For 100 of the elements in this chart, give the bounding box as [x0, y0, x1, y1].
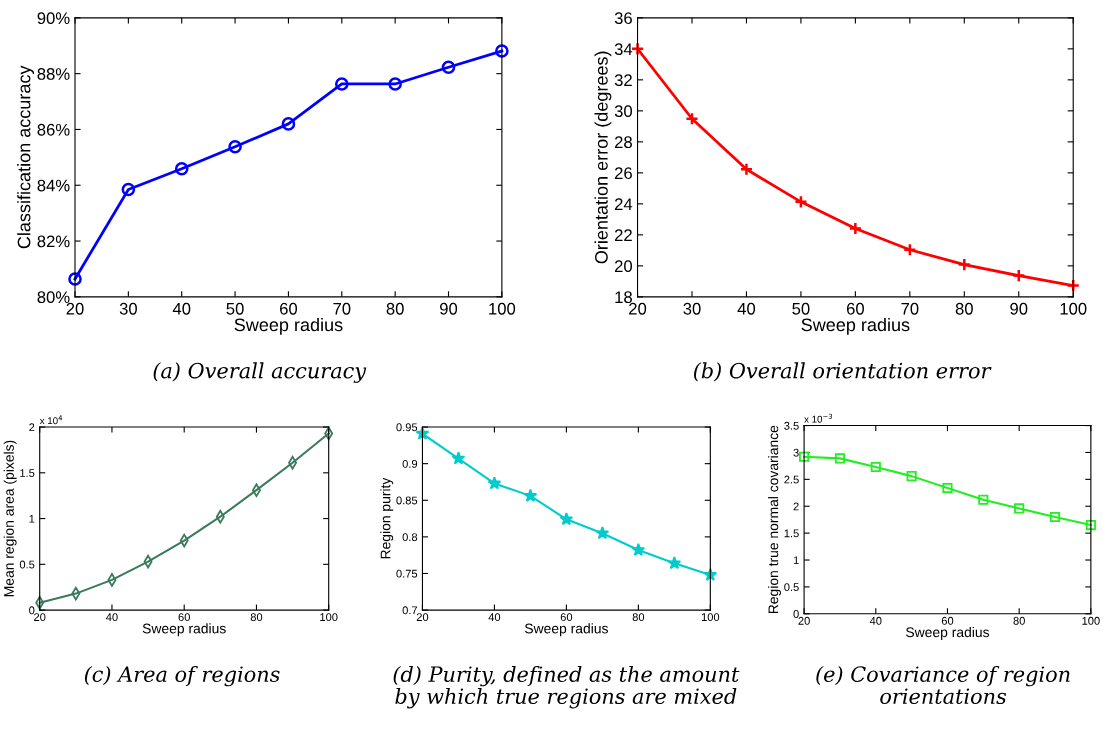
- text: (a) Overall accuracy: [153, 362, 367, 383]
- x-tick-label: 90: [440, 302, 458, 315]
- x-tick-label: 60: [280, 302, 298, 315]
- x-tick-label: 80: [386, 302, 404, 315]
- x-tick-label: 40: [737, 302, 756, 315]
- x-tick-label: 30: [683, 302, 701, 315]
- point: [228, 139, 242, 154]
- point: [685, 111, 699, 126]
- x-tick-label: 90: [1010, 302, 1028, 315]
- point: [487, 476, 502, 490]
- point: [631, 542, 646, 557]
- text: (d) Purity, defined as the amount by which true regions are mixed: [393, 665, 740, 709]
- y-tick-label: 2.5: [784, 475, 799, 484]
- point: [1085, 519, 1096, 531]
- y-tick-label: 34: [614, 43, 633, 56]
- y-tick-label: 22: [614, 229, 632, 241]
- y-tick-label: 32: [614, 74, 632, 87]
- y-tick-label: 1.5: [20, 469, 35, 477]
- y-tick-label: 0: [793, 610, 799, 618]
- y-tick-label: 0.9: [402, 459, 418, 468]
- x-tick-label: 30: [119, 302, 137, 315]
- point: [107, 573, 117, 587]
- x-tick-label: 70: [333, 302, 351, 315]
- point: [595, 526, 610, 540]
- x-axis-title: Sweep radius: [142, 623, 226, 637]
- point: [388, 77, 402, 91]
- y-tick-label: 0.5: [784, 583, 799, 592]
- y-tick-label: 80%: [37, 291, 70, 304]
- point: [667, 556, 682, 570]
- point: [703, 567, 718, 581]
- point: [799, 451, 810, 462]
- point: [739, 162, 754, 177]
- x-tick-label: 80: [250, 613, 263, 622]
- y-tick-label: 2: [793, 502, 799, 511]
- point: [906, 471, 917, 482]
- point: [957, 257, 972, 272]
- y-axis-title: Classification accuracy: [17, 65, 35, 249]
- y-tick-label: 28: [614, 136, 632, 149]
- x-tick-label: 100: [489, 302, 516, 315]
- x-tick-label: 80: [955, 302, 973, 315]
- y-tick-label: 0.85: [396, 496, 418, 505]
- x-axis-title: Sweep radius: [524, 623, 608, 637]
- y-tick-label: 0.5: [19, 560, 35, 569]
- x-tick-label: 60: [560, 613, 573, 622]
- x-tick-label: 80: [632, 613, 645, 622]
- point: [1014, 503, 1025, 514]
- text: x 10$^{4}$: [39, 415, 63, 425]
- point: [451, 451, 466, 465]
- point: [903, 242, 917, 257]
- x-tick-label: 20: [416, 613, 429, 622]
- point: [978, 494, 989, 505]
- text: x 10$^{−3}$: [804, 413, 833, 423]
- x-tick-label: 50: [792, 302, 810, 315]
- point: [523, 488, 538, 502]
- x-tick-label: 40: [172, 302, 191, 315]
- x-tick-label: 40: [106, 613, 118, 622]
- x-tick-label: 20: [66, 302, 84, 315]
- y-tick-label: 3.5: [784, 421, 799, 430]
- point: [1066, 278, 1081, 293]
- point: [281, 117, 296, 131]
- y-tick-label: 0.7: [402, 606, 418, 615]
- point: [441, 60, 456, 75]
- y-tick-label: 26: [614, 167, 632, 180]
- y-axis-title: Orientation error (degrees): [594, 51, 612, 264]
- text: (b) Overall orientation error: [694, 362, 992, 382]
- point: [942, 482, 953, 494]
- y-tick-label: 3: [793, 448, 799, 457]
- x-tick-label: 100: [1082, 616, 1100, 625]
- y-tick-label: 2: [29, 423, 35, 432]
- x-tick-label: 40: [869, 616, 882, 625]
- x-tick-label: 20: [629, 302, 647, 315]
- y-axis-title: Region true normal covariance: [768, 425, 781, 614]
- x-axis-title: Sweep radius: [801, 317, 910, 335]
- x-tick-label: 60: [941, 616, 954, 625]
- point: [495, 44, 509, 58]
- point: [415, 426, 430, 440]
- point: [559, 512, 574, 526]
- point: [1049, 511, 1061, 523]
- x-tick-label: 80: [1013, 616, 1025, 625]
- y-tick-label: 0: [29, 606, 35, 615]
- x-tick-label: 100: [320, 613, 338, 622]
- x-tick-label: 60: [846, 302, 864, 315]
- x-tick-label: 100: [701, 613, 720, 622]
- point: [1011, 268, 1026, 283]
- y-tick-label: 0.95: [396, 423, 418, 432]
- y-tick-label: 0.75: [396, 569, 418, 578]
- y-tick-label: 36: [614, 12, 632, 25]
- y-tick-label: 1: [793, 556, 799, 565]
- text: (e) Covariance of region orientations: [816, 665, 1070, 705]
- y-tick-label: 84%: [37, 179, 70, 192]
- y-tick-label: 30: [614, 105, 633, 118]
- point: [794, 195, 808, 209]
- y-tick-label: 82%: [37, 235, 70, 248]
- point: [834, 453, 846, 464]
- text: (c) Area of regions: [84, 665, 280, 687]
- x-tick-label: 50: [226, 302, 244, 315]
- point: [870, 461, 881, 473]
- x-tick-label: 100: [1060, 302, 1087, 315]
- x-tick-label: 60: [178, 613, 190, 622]
- point: [68, 272, 82, 286]
